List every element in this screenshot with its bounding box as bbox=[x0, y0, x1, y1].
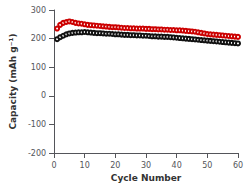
svg-text:50: 50 bbox=[202, 161, 212, 170]
svg-text:200: 200 bbox=[31, 34, 46, 43]
svg-text:40: 40 bbox=[172, 161, 182, 170]
svg-text:30: 30 bbox=[141, 161, 151, 170]
svg-text:-200: -200 bbox=[28, 149, 46, 158]
svg-text:0: 0 bbox=[41, 91, 46, 100]
svg-text:60: 60 bbox=[233, 161, 243, 170]
svg-text:300: 300 bbox=[31, 6, 46, 15]
svg-text:Cycle Number: Cycle Number bbox=[111, 173, 182, 183]
svg-text:20: 20 bbox=[110, 161, 120, 170]
svg-text:10: 10 bbox=[80, 161, 90, 170]
svg-text:100: 100 bbox=[31, 63, 46, 72]
svg-text:-100: -100 bbox=[28, 120, 46, 129]
svg-text:0: 0 bbox=[52, 161, 57, 170]
svg-text:Capacity (mAh g⁻¹): Capacity (mAh g⁻¹) bbox=[8, 33, 18, 129]
